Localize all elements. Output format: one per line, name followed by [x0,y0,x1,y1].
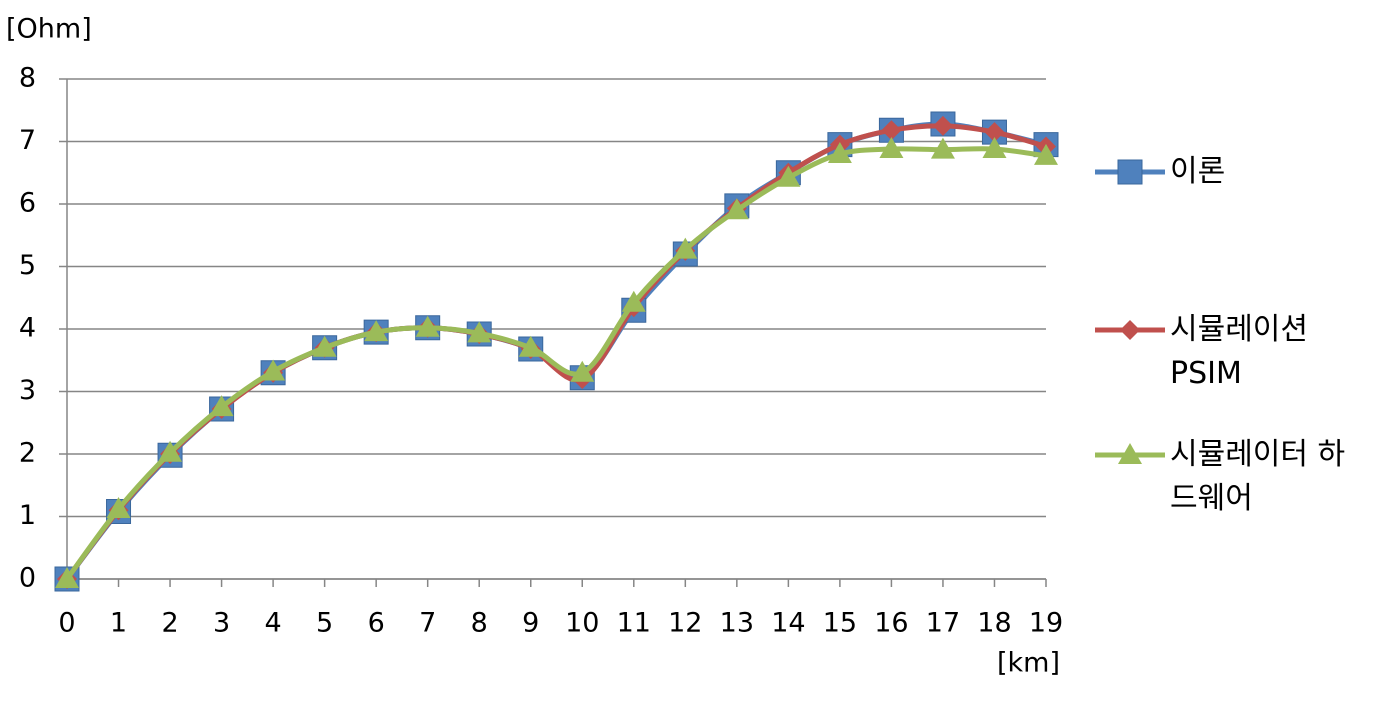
x-axis-label: [km] [997,648,1060,679]
data-point [570,360,595,382]
series-line [64,123,1047,581]
series-line [65,121,1047,581]
data-point [518,335,543,357]
data-point [312,335,337,357]
legend-label: 시뮬레이션 PSIM [1170,312,1308,391]
y-tick-label: 7 [19,125,36,156]
data-point [930,137,955,159]
legend-label: 이론 [1170,154,1226,189]
series-line [64,146,1047,581]
data-point [209,395,234,417]
data-point [55,567,79,588]
y-tick-label: 4 [19,313,36,344]
x-tick-label: 17 [926,608,960,639]
x-tick-label: 12 [668,608,702,639]
y-tick-label: 1 [19,500,36,531]
data-point [621,290,646,312]
x-tick-label: 3 [213,608,230,639]
legend-marker [1118,443,1142,464]
y-tick-label: 3 [19,375,36,406]
data-point [724,198,749,220]
data-point [673,237,698,259]
x-tick-label: 18 [977,608,1011,639]
x-tick-label: 7 [419,608,436,639]
x-tick-label: 14 [771,608,805,639]
x-tick-label: 19 [1029,608,1063,639]
y-tick-label: 6 [19,188,36,219]
x-tick-label: 5 [316,608,333,639]
data-point [827,142,852,163]
data-point [1034,143,1058,165]
x-tick-label: 1 [110,608,127,639]
x-tick-label: 11 [617,608,651,639]
data-point [364,320,389,342]
legend-marker [1120,320,1140,340]
x-tick-label: 2 [161,608,178,639]
legend-label: 시뮬레이터 하드웨어 [1170,437,1346,516]
data-point [879,137,904,158]
x-tick-label: 0 [58,608,75,639]
y-axis-label: [Ohm] [6,14,92,45]
data-point [158,440,183,462]
x-tick-label: 4 [265,608,282,639]
data-point [984,122,1005,143]
data-point [932,115,953,136]
y-tick-label: 5 [19,250,36,281]
y-tick-label: 2 [19,438,36,469]
x-tick-label: 16 [874,608,908,639]
y-tick-label: 0 [19,563,36,594]
x-tick-label: 13 [720,608,754,639]
data-point [467,321,492,343]
x-tick-label: 10 [565,608,599,639]
legend-marker [1117,159,1143,185]
data-point [776,165,801,187]
data-point [982,137,1007,158]
x-tick-label: 15 [823,608,857,639]
x-tick-label: 6 [368,608,385,639]
data-point [106,497,131,518]
x-tick-label: 8 [471,608,488,639]
data-point [261,359,286,381]
x-tick-label: 9 [522,608,539,639]
data-point [881,120,902,141]
data-point [415,315,440,337]
y-tick-label: 8 [19,63,36,94]
